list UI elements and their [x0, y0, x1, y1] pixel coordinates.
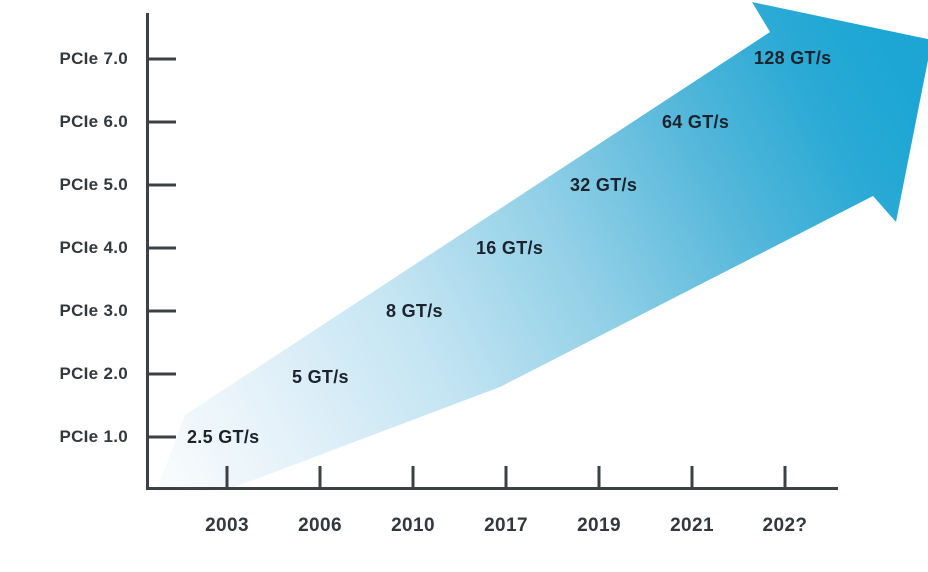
x-axis-label-202x: 202?: [762, 515, 808, 536]
x-axis-label-2021: 2021: [670, 515, 714, 536]
x-axis-label-2003: 2003: [205, 515, 249, 536]
y-axis-label-pcie-1: PCIe 1.0: [59, 427, 128, 446]
y-axis-label-pcie-2: PCIe 2.0: [59, 364, 128, 383]
y-axis-label-pcie-7: PCIe 7.0: [59, 49, 128, 68]
y-axis-label-pcie-4: PCIe 4.0: [59, 238, 128, 257]
y-axis-label-pcie-5: PCIe 5.0: [59, 175, 128, 194]
rate-label-128-gts: 128 GT/s: [754, 48, 832, 68]
x-axis-label-2019: 2019: [577, 515, 621, 536]
rate-label-32-gts: 32 GT/s: [570, 175, 638, 195]
rate-label-5-gts: 5 GT/s: [292, 367, 349, 387]
rate-label-2-5-gts: 2.5 GT/s: [187, 427, 260, 447]
rate-label-64-gts: 64 GT/s: [662, 112, 730, 132]
x-axis-label-2017: 2017: [484, 515, 528, 536]
y-axis-label-pcie-3: PCIe 3.0: [59, 301, 128, 320]
x-axis-label-2006: 2006: [298, 515, 342, 536]
x-axis-label-2010: 2010: [391, 515, 435, 536]
rate-label-16-gts: 16 GT/s: [476, 238, 544, 258]
growth-arrow-band: [156, 2, 928, 492]
rate-label-8-gts: 8 GT/s: [386, 301, 443, 321]
y-axis-label-pcie-6: PCIe 6.0: [59, 112, 128, 131]
